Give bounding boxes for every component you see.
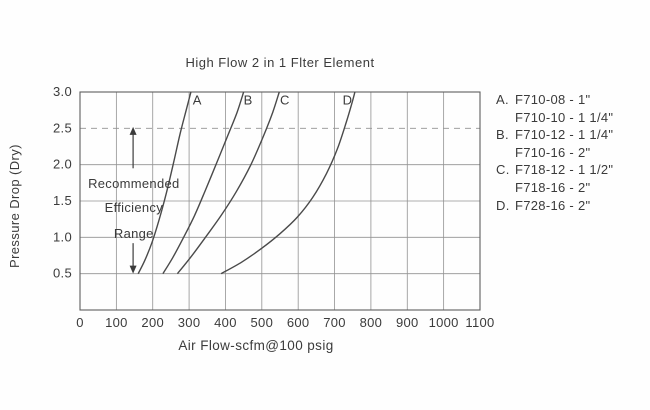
legend-series-key <box>496 144 515 162</box>
legend-series-key <box>496 179 515 197</box>
y-tick-label: 0.5 <box>53 266 72 281</box>
curve-label-A: A <box>193 92 202 107</box>
legend-series-key: C. <box>496 162 510 178</box>
legend-model-label: F710-12 - 1 1/4" <box>515 127 614 143</box>
x-axis-title: Air Flow-scfm@100 psig <box>178 338 334 353</box>
legend: A. F710-08 - 1" F710-10 - 1 1/4" B. F710-12 … <box>496 91 613 214</box>
annotation-line: Range <box>114 226 154 241</box>
x-tick-label: 900 <box>396 315 419 330</box>
legend-row: A. F710-08 - 1" <box>496 91 613 109</box>
legend-model-label: F718-12 - 1 1/2" <box>515 162 614 178</box>
x-tick-label: 400 <box>214 315 237 330</box>
x-tick-label: 200 <box>141 315 164 330</box>
chart-title: High Flow 2 in 1 Flter Element <box>185 55 375 70</box>
legend-model-label: F728-16 - 2" <box>515 197 591 213</box>
legend-row: D. F728-16 - 2" <box>496 197 613 215</box>
annotation-line: Recommended <box>88 176 179 191</box>
legend-model-label: F710-10 - 1 1/4" <box>515 109 614 125</box>
legend-row: B. F710-12 - 1 1/4" <box>496 126 613 144</box>
annotation-line: Efficiency <box>105 200 164 215</box>
legend-series-key: D. <box>496 197 510 213</box>
legend-series-key <box>496 109 515 127</box>
x-tick-label: 300 <box>178 315 201 330</box>
legend-row: C. F718-12 - 1 1/2" <box>496 161 613 179</box>
x-tick-label: 0 <box>76 315 84 330</box>
range-arrow-up-icon <box>129 126 137 135</box>
y-tick-label: 2.5 <box>53 120 72 135</box>
curve-label-C: C <box>280 92 289 107</box>
legend-row: F710-16 - 2" <box>496 144 613 162</box>
curve-A <box>137 91 192 274</box>
y-tick-label: 3.0 <box>53 84 72 99</box>
curve-C <box>176 91 280 275</box>
curve-label-D: D <box>343 92 352 107</box>
x-tick-label: 1100 <box>465 315 494 330</box>
legend-series-key: A. <box>496 92 509 107</box>
x-tick-label: 100 <box>105 315 128 330</box>
legend-row: F710-10 - 1 1/4" <box>496 109 613 127</box>
x-tick-label: 500 <box>251 315 274 330</box>
legend-model-label: F718-16 - 2" <box>515 179 591 195</box>
curve-B <box>162 91 245 275</box>
legend-row: F718-16 - 2" <box>496 179 613 197</box>
y-tick-label: 1.5 <box>53 193 72 208</box>
y-tick-label: 2.0 <box>53 157 72 172</box>
plot-border <box>79 91 481 311</box>
legend-model-label: F710-08 - 1" <box>515 92 591 107</box>
x-tick-label: 1000 <box>429 315 459 330</box>
y-tick-label: 1.0 <box>53 229 72 244</box>
x-tick-label: 600 <box>287 315 310 330</box>
x-tick-label: 700 <box>323 315 346 330</box>
range-arrow-down-icon <box>129 265 137 274</box>
x-tick-label: 800 <box>360 315 383 330</box>
curve-label-B: B <box>244 92 253 107</box>
curve-D <box>220 91 356 275</box>
legend-model-label: F710-16 - 2" <box>515 144 591 160</box>
legend-series-key: B. <box>496 127 509 143</box>
